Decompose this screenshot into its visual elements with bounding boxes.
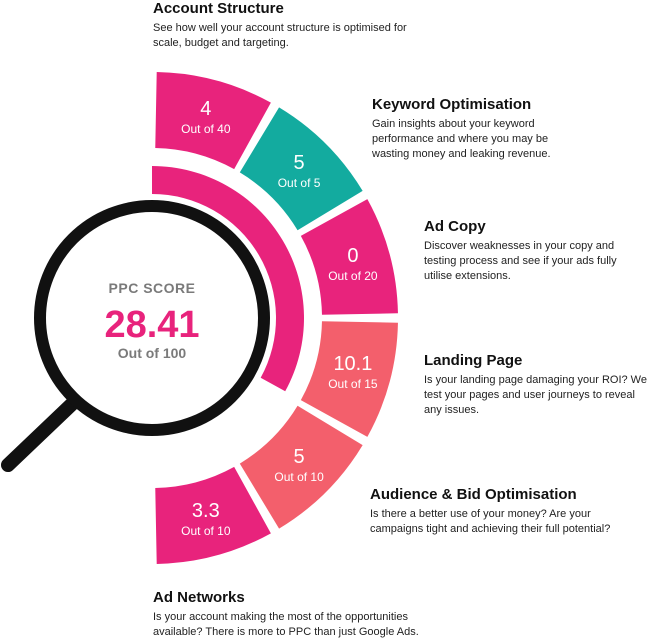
segment-shape (239, 107, 363, 231)
score-out-of: Out of 100 (118, 345, 187, 361)
segment-shape (155, 466, 271, 564)
section-title: Ad Copy (424, 218, 486, 235)
segment-score: 10.1 (333, 353, 372, 375)
segment-out-of: Out of 10 (181, 524, 231, 538)
score-segment: 3.3 Out of 10 (155, 466, 271, 564)
segment-out-of: Out of 5 (278, 176, 321, 190)
section-title: Keyword Optimisation (372, 96, 532, 113)
segment-score: 5 (294, 152, 305, 174)
score-segment: 0 Out of 20 (300, 199, 398, 315)
segment-score: 4 (200, 98, 211, 120)
score-segment: 10.1 Out of 15 (300, 321, 398, 437)
segment-shape (155, 72, 271, 170)
segment-shape (300, 199, 398, 315)
section-description: Is your landing page damaging your ROI? … (424, 374, 647, 416)
magnifier-lens (34, 200, 270, 436)
section-description: Discover weaknesses in your copy and tes… (424, 240, 617, 282)
section-title: Landing Page (424, 352, 523, 369)
section-title: Ad Networks (153, 589, 245, 606)
magnifier-handle (1, 397, 79, 472)
score-segments: 4 Out of 40 5 Out of 5 0 Out of 20 10.1 Out of … (155, 72, 398, 564)
section-title: Audience & Bid Optimisation (370, 486, 577, 503)
score-value: 28.41 (104, 304, 199, 346)
segment-score: 5 (294, 446, 305, 468)
segment-score: 0 (347, 245, 358, 267)
section-description: Is there a better use of your money? Are… (370, 508, 611, 535)
segment-out-of: Out of 15 (328, 377, 378, 391)
segment-shape (300, 321, 398, 437)
score-segment: 5 Out of 5 (239, 107, 363, 231)
section-landing-page: Landing Page Is your landing page damagi… (424, 352, 648, 418)
segment-score: 3.3 (192, 500, 220, 522)
score-segment: 5 Out of 10 (239, 405, 363, 529)
section-description: See how well your account structure is o… (153, 22, 407, 49)
section-description: Is your account making the most of the o… (153, 611, 419, 638)
section-keyword-optimisation: Keyword Optimisation Gain insights about… (372, 96, 587, 162)
score-label: PPC SCORE (109, 280, 196, 296)
segment-shape (239, 405, 363, 529)
section-ad-copy: Ad Copy Discover weaknesses in your copy… (424, 218, 629, 284)
score-segment: 4 Out of 40 (155, 72, 271, 170)
section-title: Account Structure (153, 0, 284, 17)
section-account-structure: Account Structure See how well your acco… (153, 0, 413, 51)
segment-out-of: Out of 20 (328, 269, 378, 283)
score-progress-ring (152, 166, 305, 392)
segment-out-of: Out of 10 (274, 470, 324, 484)
section-ad-networks: Ad Networks Is your account making the m… (153, 589, 453, 640)
section-description: Gain insights about your keyword perform… (372, 118, 551, 160)
segment-out-of: Out of 40 (181, 122, 231, 136)
section-audience-bid: Audience & Bid Optimisation Is there a b… (370, 486, 645, 537)
